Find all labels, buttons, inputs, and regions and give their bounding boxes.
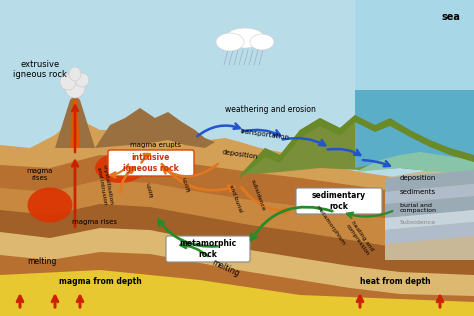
Ellipse shape	[250, 34, 274, 50]
Polygon shape	[0, 180, 474, 316]
Text: melting: melting	[210, 258, 240, 278]
Polygon shape	[55, 95, 95, 148]
Text: magma
rises: magma rises	[27, 168, 53, 181]
Text: magma rises: magma rises	[73, 219, 118, 225]
Text: magma erupts: magma erupts	[130, 142, 181, 148]
Text: uplift: uplift	[144, 182, 152, 198]
Ellipse shape	[216, 33, 244, 51]
Text: sea: sea	[441, 12, 460, 22]
Text: metamorphism: metamorphism	[314, 204, 346, 246]
Polygon shape	[95, 108, 215, 148]
Ellipse shape	[75, 73, 89, 87]
Polygon shape	[70, 96, 80, 148]
FancyBboxPatch shape	[166, 236, 250, 262]
Polygon shape	[385, 170, 474, 192]
Text: uplift: uplift	[181, 177, 190, 193]
Ellipse shape	[225, 28, 265, 48]
Polygon shape	[385, 162, 474, 260]
Text: sediments: sediments	[400, 189, 436, 195]
Polygon shape	[0, 155, 474, 316]
Polygon shape	[355, 0, 474, 180]
Text: melting: melting	[27, 258, 57, 266]
Ellipse shape	[65, 78, 85, 98]
Polygon shape	[240, 115, 474, 175]
Text: weathering and erosion: weathering and erosion	[225, 106, 315, 114]
Polygon shape	[385, 196, 474, 218]
Text: crystallisation
and intrusion: crystallisation and intrusion	[96, 164, 114, 206]
Ellipse shape	[60, 74, 76, 90]
Polygon shape	[0, 270, 474, 316]
Text: metamorphic
rock: metamorphic rock	[179, 239, 237, 259]
Text: magma from depth: magma from depth	[59, 277, 141, 287]
Text: intrusive
igneous rock: intrusive igneous rock	[123, 153, 179, 173]
Ellipse shape	[69, 67, 81, 81]
Polygon shape	[355, 152, 474, 175]
FancyBboxPatch shape	[108, 150, 194, 176]
Text: deposition: deposition	[400, 175, 437, 181]
Ellipse shape	[95, 153, 145, 183]
Text: subsidence: subsidence	[250, 179, 266, 212]
Polygon shape	[0, 118, 474, 316]
Polygon shape	[385, 210, 474, 230]
Polygon shape	[385, 222, 474, 244]
Text: burial and
compaction: burial and compaction	[400, 203, 437, 213]
Text: heating and
compression: heating and compression	[345, 220, 375, 257]
Text: heat from depth: heat from depth	[360, 277, 430, 287]
Text: Subsidence: Subsidence	[400, 220, 436, 224]
Ellipse shape	[27, 187, 73, 222]
Polygon shape	[0, 228, 474, 316]
Polygon shape	[385, 184, 474, 204]
Polygon shape	[0, 204, 474, 316]
Polygon shape	[240, 115, 474, 178]
Text: sedimentary
rock: sedimentary rock	[312, 191, 366, 211]
Text: deposition: deposition	[221, 149, 258, 161]
Text: transportation: transportation	[240, 129, 290, 142]
FancyBboxPatch shape	[296, 188, 382, 214]
Text: and burial: and burial	[228, 183, 242, 213]
Text: extrusive
igneous rock: extrusive igneous rock	[13, 60, 67, 79]
Polygon shape	[355, 0, 474, 90]
Polygon shape	[0, 252, 474, 316]
